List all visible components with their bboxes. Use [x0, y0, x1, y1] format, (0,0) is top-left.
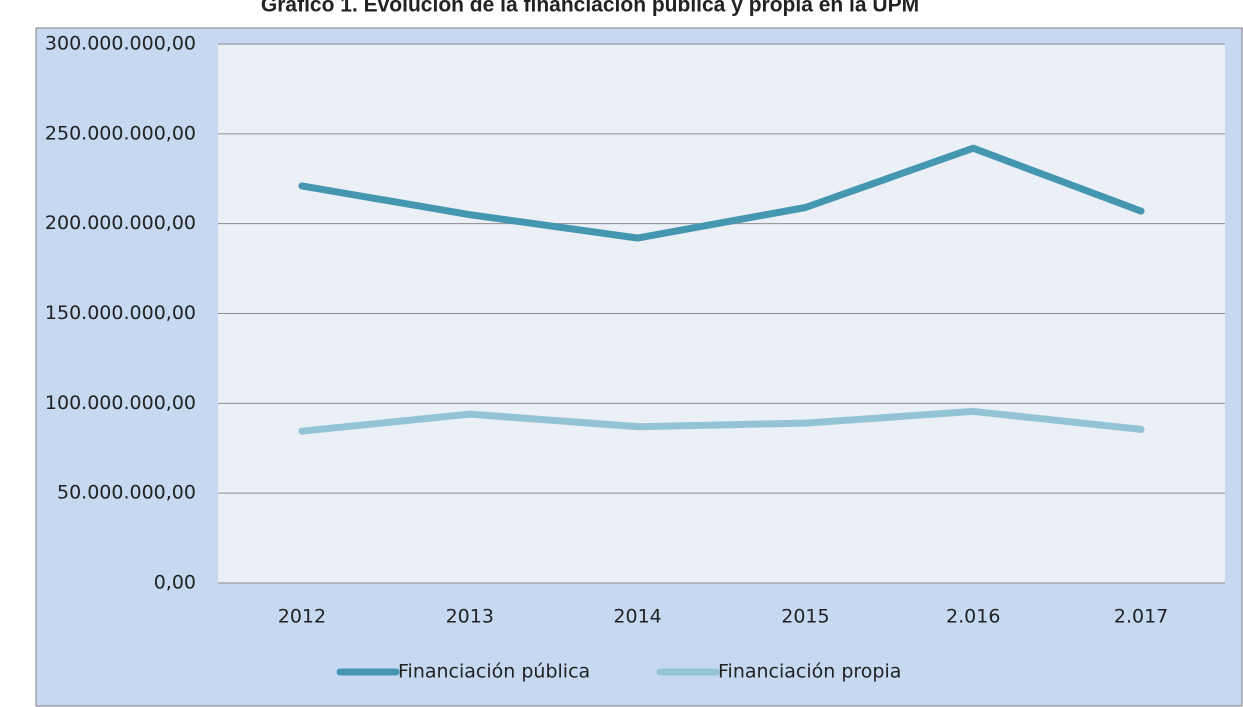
y-tick-label: 300.000.000,00	[45, 33, 196, 55]
x-tick-label: 2015	[781, 606, 829, 628]
line-series	[298, 144, 1145, 242]
legend-label: Financiación pública	[398, 661, 590, 683]
x-tick-label: 2014	[613, 606, 661, 628]
y-tick-label: 50.000.000,00	[57, 482, 196, 504]
y-tick-label: 200.000.000,00	[45, 212, 196, 234]
x-tick-label: 2.017	[1114, 606, 1168, 628]
legend-label: Financiación propia	[718, 661, 901, 683]
x-tick-label: 2.016	[946, 606, 1000, 628]
x-tick-label: 2012	[278, 606, 326, 628]
y-tick-label: 250.000.000,00	[45, 122, 196, 144]
y-tick-label: 100.000.000,00	[45, 392, 196, 414]
line-series	[298, 407, 1145, 435]
y-tick-label: 0,00	[154, 572, 196, 594]
y-tick-label: 150.000.000,00	[45, 302, 196, 324]
x-tick-label: 2013	[446, 606, 494, 628]
chart-title: Gráfico 1. Evolución de la financiación …	[261, 0, 919, 17]
